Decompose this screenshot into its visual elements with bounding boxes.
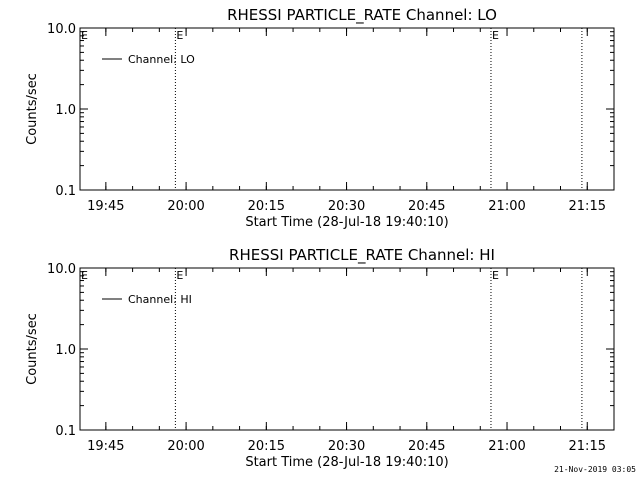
y-tick-label: 0.1: [55, 424, 76, 439]
event-marker-label: E: [492, 269, 499, 282]
y-tick-label: 1.0: [55, 103, 76, 118]
x-tick-label: 21:00: [488, 199, 525, 214]
x-tick-label: 19:45: [87, 199, 124, 214]
x-tick-label: 20:15: [248, 439, 285, 454]
y-tick-label: 10.0: [47, 262, 76, 277]
event-marker-label: E: [492, 29, 499, 42]
edge-annotation-label: E: [81, 29, 88, 42]
x-tick-label: 20:45: [408, 199, 445, 214]
event-marker-label: E: [176, 269, 183, 282]
y-axis-label: Counts/sec: [25, 313, 40, 385]
legend-entry: Channel: HI: [128, 293, 192, 306]
x-tick-label: 20:15: [248, 199, 285, 214]
x-tick-label: 20:45: [408, 439, 445, 454]
chart-title: RHESSI PARTICLE_RATE Channel: HI: [229, 246, 495, 265]
y-axis-label: Counts/sec: [25, 73, 40, 145]
x-tick-label: 21:15: [569, 199, 606, 214]
x-tick-label: 20:30: [328, 439, 365, 454]
x-tick-label: 20:00: [167, 439, 204, 454]
legend-entry: Channel: LO: [128, 53, 195, 66]
x-tick-label: 19:45: [87, 439, 124, 454]
x-axis-label: Start Time (28-Jul-18 19:40:10): [245, 215, 448, 230]
x-tick-label: 20:30: [328, 199, 365, 214]
event-marker-label: E: [176, 29, 183, 42]
x-tick-label: 21:15: [569, 439, 606, 454]
footer-timestamp: 21-Nov-2019 03:05: [554, 465, 636, 474]
x-tick-label: 21:00: [488, 439, 525, 454]
y-tick-label: 10.0: [47, 22, 76, 37]
y-tick-label: 1.0: [55, 343, 76, 358]
chart-title: RHESSI PARTICLE_RATE Channel: LO: [227, 6, 497, 25]
y-tick-label: 0.1: [55, 184, 76, 199]
x-axis-label: Start Time (28-Jul-18 19:40:10): [245, 455, 448, 470]
x-tick-label: 20:00: [167, 199, 204, 214]
edge-annotation-label: E: [81, 269, 88, 282]
